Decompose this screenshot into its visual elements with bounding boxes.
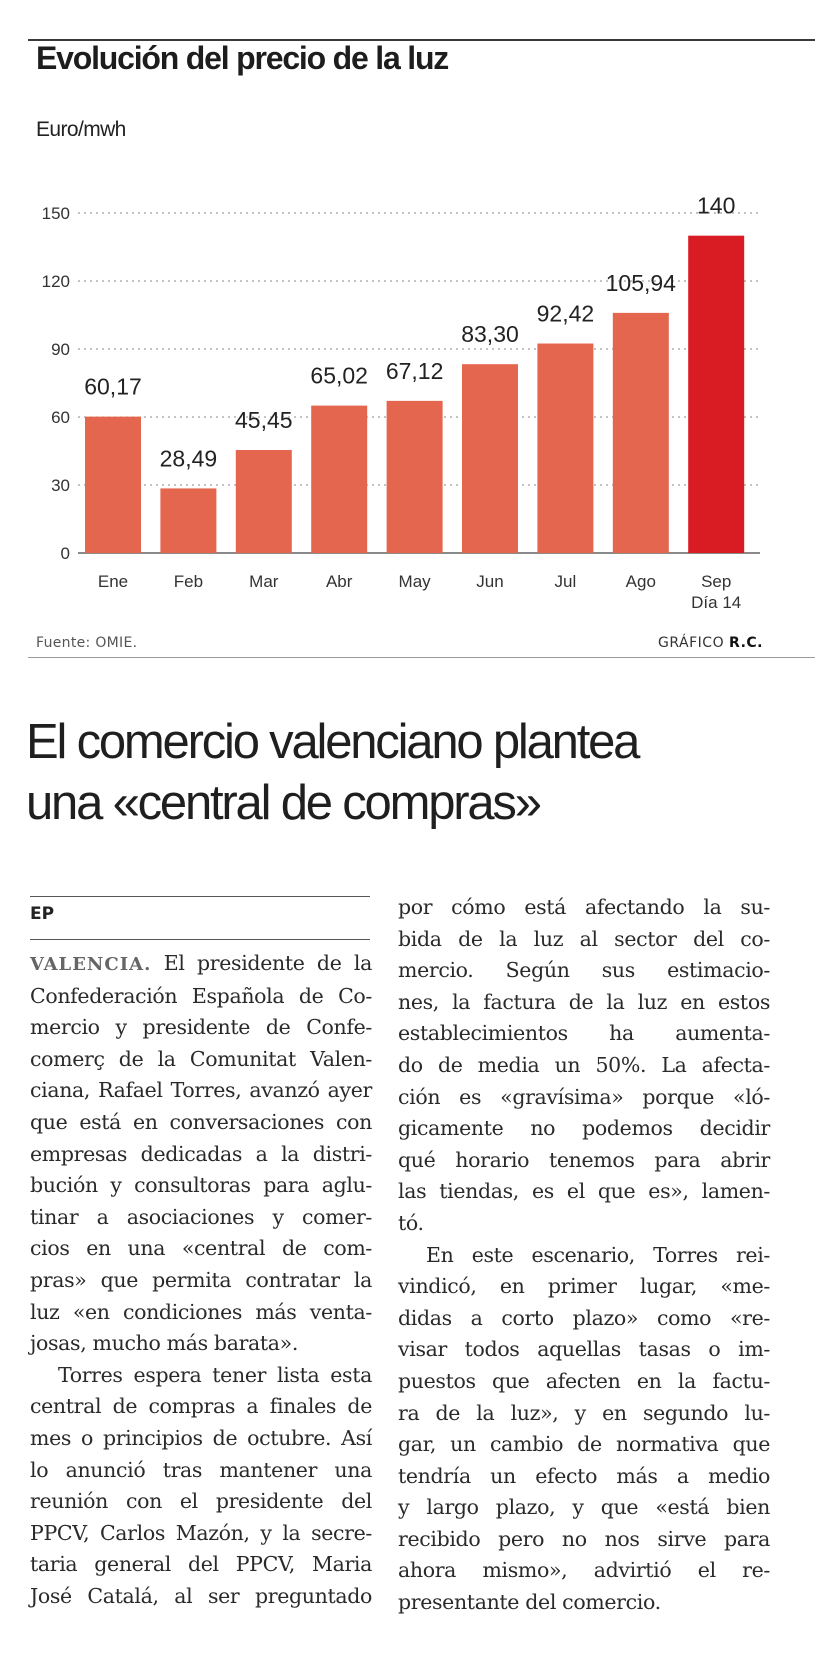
bar-jul (537, 343, 594, 553)
byline-top-rule (30, 896, 370, 897)
text-line: presentante del comercio. (398, 1590, 661, 1615)
bar-feb (160, 488, 217, 553)
x-tick-label: Jul (555, 572, 577, 591)
y-tick-label: 30 (51, 476, 70, 495)
text-line: tó. (398, 1210, 424, 1235)
chart-title: Evolución del precio de la luz (36, 40, 449, 76)
credit-author: R.C. (729, 635, 763, 651)
text-line: empresas dedicadas a la distri- (30, 1141, 372, 1166)
x-tick-label: Sep (701, 572, 731, 591)
value-label: 140 (697, 193, 735, 219)
text-line: Confederación Española de Co- (30, 983, 372, 1008)
value-label: 28,49 (160, 445, 218, 471)
headline-line-2: una «central de compras» (26, 776, 542, 830)
x-tick-label: Feb (174, 572, 203, 591)
value-label: 92,42 (537, 301, 595, 327)
text-line: reunión con el presidente del (30, 1489, 372, 1514)
value-label: 65,02 (310, 363, 368, 389)
x-tick-label: Jun (476, 572, 503, 591)
text-line: luz «en condiciones más venta- (30, 1299, 372, 1324)
text-line: puestos que afecten en la factu- (398, 1368, 770, 1393)
text-line: gicamente no podemos decidir (398, 1116, 770, 1141)
x-tick-label: Ene (98, 572, 128, 591)
text-line: cios en una «central de com- (30, 1236, 372, 1261)
text-line: mercio. Según sus estimacio- (398, 958, 770, 983)
value-label: 83,30 (461, 321, 519, 347)
value-label: 60,17 (84, 374, 142, 400)
text-line: visar todos aquellas tasas o im- (398, 1337, 770, 1362)
text-line: didas a corto plazo» como «re- (398, 1305, 770, 1330)
text-line: Torres espera tener lista esta (58, 1362, 372, 1387)
labels: 0 30 60 90 120 150 60,17 Ene 28,49 Feb 45,45 Mar 65,… (42, 193, 742, 612)
text-line: ra de la luz», y en segundo lu- (398, 1400, 770, 1425)
graphic-bottom-rule (28, 657, 815, 658)
text-line: VALENCIA. El presidente de la (30, 951, 372, 975)
text-line: lo anunció tras mantener una (30, 1457, 372, 1482)
text-line: mercio y presidente de Confe- (30, 1015, 372, 1040)
text-line: José Catalá, al ser preguntado (30, 1583, 372, 1608)
value-label: 45,45 (235, 407, 293, 433)
source-note: Fuente: OMIE. (36, 635, 138, 651)
bar-chart: 0 30 60 90 120 150 60,17 Ene 28,49 Feb 45,45 Mar 65,… (42, 193, 760, 612)
byline-bottom-rule (30, 939, 370, 940)
headline-line-1: El comercio valenciano plantea (26, 715, 640, 769)
credit-prefix: GRÁFICO (658, 635, 725, 651)
text-line: tinar a asociaciones y comer- (30, 1204, 372, 1229)
article-column-right: por cómo está afectando la su-bida de la… (398, 892, 770, 1619)
text-line: tendría un efecto más a medio (398, 1463, 770, 1488)
bar-may (386, 400, 443, 553)
text-line: vindicó, en primer lugar, «me- (398, 1274, 770, 1299)
byline: EP (30, 904, 55, 924)
dateline: VALENCIA. (30, 954, 152, 975)
text-line: pras» que permita contratar la (30, 1267, 372, 1292)
text-line: central de compras a finales de (30, 1394, 372, 1419)
bars (85, 235, 745, 553)
text-line: ción es «gravísima» porque «ló- (398, 1084, 770, 1109)
text-line: En este escenario, Torres rei- (426, 1242, 770, 1267)
text-line: josas, mucho más barata». (30, 1331, 299, 1356)
bar-ene (85, 416, 141, 553)
text-line: mes o principios de octubre. Así (30, 1425, 372, 1450)
text-line: nes, la factura de la luz en estos (398, 989, 770, 1014)
text-line: qué horario tenemos para abrir (398, 1147, 770, 1172)
top-rule (28, 39, 815, 41)
y-tick-label: 0 (61, 544, 70, 563)
text-line: bución y consultoras para aglu- (30, 1173, 372, 1198)
y-axis-unit-label: Euro/mwh (36, 118, 126, 141)
bar-mar (235, 449, 292, 553)
text-line: taria general del PPCV, Maria (30, 1552, 372, 1577)
y-tick-label: 150 (42, 204, 70, 223)
text-line: bida de la luz al sector del co- (398, 926, 770, 951)
text-line: establecimientos ha aumenta- (398, 1021, 770, 1046)
graphic-credit: GRÁFICO R.C. (658, 635, 763, 651)
value-label: 67,12 (386, 358, 444, 384)
text-line: PPCV, Carlos Mazón, y la secre- (30, 1520, 372, 1545)
text-line: que está en conversaciones con (30, 1109, 372, 1134)
text-line: y largo plazo, y que «está bien (398, 1495, 770, 1520)
bar-ago (612, 312, 669, 553)
bar-abr (311, 405, 368, 553)
x-tick-sublabel: Día 14 (691, 593, 741, 612)
y-tick-label: 60 (51, 408, 70, 427)
y-tick-label: 120 (42, 272, 70, 291)
text-line: ciana, Rafael Torres, avanzó ayer (30, 1078, 372, 1103)
y-tick-label: 90 (51, 340, 70, 359)
x-tick-label: Mar (249, 572, 279, 591)
x-tick-label: Abr (326, 572, 353, 591)
text-line: comerç de la Comunitat Valen- (30, 1046, 372, 1071)
x-tick-label: May (399, 572, 432, 591)
bar-sep (688, 235, 745, 553)
text-line: ahora mismo», advirtió el re- (398, 1558, 770, 1583)
bar-jun (462, 364, 518, 553)
value-label: 105,94 (606, 270, 677, 296)
x-tick-label: Ago (626, 572, 656, 591)
article-headline: El comercio valenciano plantea una «cent… (26, 712, 806, 834)
text-line: gar, un cambio de normativa que (398, 1432, 770, 1457)
text-line: do de media un 50%. La afecta- (398, 1052, 770, 1077)
text-line: por cómo está afectando la su- (398, 895, 770, 919)
text-line: recibido pero no nos sirve para (398, 1526, 770, 1551)
article-column-left: VALENCIA. El presidente de la Confederaci… (30, 948, 372, 1612)
text-line: las tiendas, es el que es», lamen- (398, 1179, 770, 1204)
